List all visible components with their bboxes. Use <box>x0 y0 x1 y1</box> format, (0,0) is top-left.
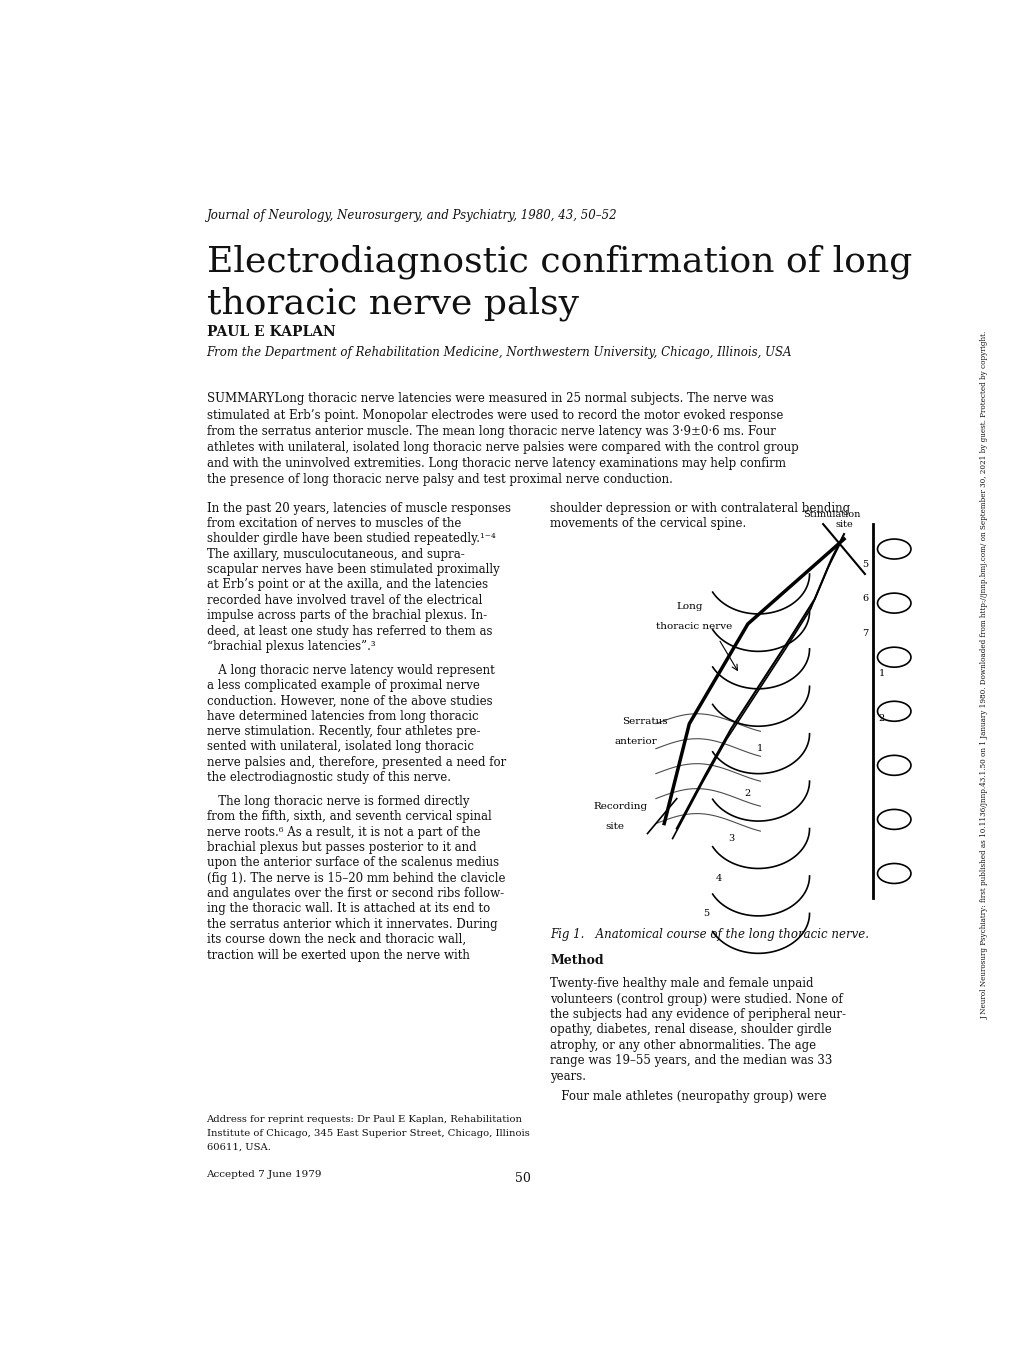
Text: Long thoracic nerve latencies were measured in 25 normal subjects. The nerve was: Long thoracic nerve latencies were measu… <box>267 393 773 406</box>
Text: 60611, USA.: 60611, USA. <box>206 1143 270 1152</box>
Text: shoulder depression or with contralateral bending: shoulder depression or with contralatera… <box>550 502 850 514</box>
Text: the serratus anterior which it innervates. During: the serratus anterior which it innervate… <box>206 917 496 931</box>
Text: Method: Method <box>550 955 603 967</box>
Text: Address for reprint requests: Dr Paul E Kaplan, Rehabilitation: Address for reprint requests: Dr Paul E … <box>206 1116 522 1125</box>
Text: 7: 7 <box>861 630 867 638</box>
Text: 3: 3 <box>728 834 734 843</box>
Text: impulse across parts of the brachial plexus. In-: impulse across parts of the brachial ple… <box>206 610 486 622</box>
Text: anterior: anterior <box>613 737 656 746</box>
Text: SUMMARY: SUMMARY <box>206 393 273 406</box>
Text: PAUL E KAPLAN: PAUL E KAPLAN <box>206 325 335 339</box>
Text: In the past 20 years, latencies of muscle responses: In the past 20 years, latencies of muscl… <box>206 502 511 514</box>
Text: thoracic nerve palsy: thoracic nerve palsy <box>206 286 578 321</box>
Text: its course down the neck and thoracic wall,: its course down the neck and thoracic wa… <box>206 934 466 946</box>
Text: 5: 5 <box>702 909 708 917</box>
Text: From the Department of Rehabilitation Medicine, Northwestern University, Chicago: From the Department of Rehabilitation Me… <box>206 345 792 359</box>
Text: at Erb’s point or at the axilla, and the latencies: at Erb’s point or at the axilla, and the… <box>206 579 487 591</box>
Text: 2: 2 <box>744 789 750 799</box>
Text: conduction. However, none of the above studies: conduction. However, none of the above s… <box>206 695 492 707</box>
Text: brachial plexus but passes posterior to it and: brachial plexus but passes posterior to … <box>206 840 476 854</box>
Text: range was 19–55 years, and the median was 33: range was 19–55 years, and the median wa… <box>550 1054 832 1067</box>
Text: a less complicated example of proximal nerve: a less complicated example of proximal n… <box>206 679 479 692</box>
Text: 6: 6 <box>861 595 867 603</box>
Text: years.: years. <box>550 1070 586 1082</box>
Text: Accepted 7 June 1979: Accepted 7 June 1979 <box>206 1171 322 1179</box>
Text: opathy, diabetes, renal disease, shoulder girdle: opathy, diabetes, renal disease, shoulde… <box>550 1024 832 1036</box>
Text: nerve palsies and, therefore, presented a need for: nerve palsies and, therefore, presented … <box>206 755 505 769</box>
Text: Twenty-five healthy male and female unpaid: Twenty-five healthy male and female unpa… <box>550 977 813 990</box>
Text: scapular nerves have been stimulated proximally: scapular nerves have been stimulated pro… <box>206 563 499 576</box>
Text: the electrodiagnostic study of this nerve.: the electrodiagnostic study of this nerv… <box>206 772 450 784</box>
Text: shoulder girdle have been studied repeatedly.¹⁻⁴: shoulder girdle have been studied repeat… <box>206 533 495 545</box>
Text: Long: Long <box>677 602 702 611</box>
Text: Recording: Recording <box>593 801 647 811</box>
Text: nerve stimulation. Recently, four athletes pre-: nerve stimulation. Recently, four athlet… <box>206 724 480 738</box>
Text: 1: 1 <box>877 669 883 679</box>
Text: Institute of Chicago, 345 East Superior Street, Chicago, Illinois: Institute of Chicago, 345 East Superior … <box>206 1129 529 1139</box>
Text: (fig 1). The nerve is 15–20 mm behind the clavicle: (fig 1). The nerve is 15–20 mm behind th… <box>206 871 504 885</box>
Text: from the fifth, sixth, and seventh cervical spinal: from the fifth, sixth, and seventh cervi… <box>206 811 491 823</box>
Text: have determined latencies from long thoracic: have determined latencies from long thor… <box>206 710 478 723</box>
Text: ing the thoracic wall. It is attached at its end to: ing the thoracic wall. It is attached at… <box>206 902 489 916</box>
Text: movements of the cervical spine.: movements of the cervical spine. <box>550 517 746 530</box>
Text: 1: 1 <box>756 745 763 753</box>
Text: upon the anterior surface of the scalenus medius: upon the anterior surface of the scalenu… <box>206 857 498 869</box>
Text: J Neurol Neurosurg Psychiatry: first published as 10.1136/jnnp.43.1.50 on 1 Janu: J Neurol Neurosurg Psychiatry: first pub… <box>979 331 987 1018</box>
Text: 2: 2 <box>877 714 883 723</box>
Text: Journal of Neurology, Neurosurgery, and Psychiatry, 1980, 43, 50–52: Journal of Neurology, Neurosurgery, and … <box>206 209 616 221</box>
Text: Stimulation: Stimulation <box>802 510 859 518</box>
Text: volunteers (control group) were studied. None of: volunteers (control group) were studied.… <box>550 993 843 1005</box>
Text: deed, at least one study has referred to them as: deed, at least one study has referred to… <box>206 625 491 638</box>
Text: A long thoracic nerve latency would represent: A long thoracic nerve latency would repr… <box>206 664 494 677</box>
Text: The axillary, musculocutaneous, and supra-: The axillary, musculocutaneous, and supr… <box>206 548 464 561</box>
Text: “brachial plexus latencies”.³: “brachial plexus latencies”.³ <box>206 639 375 653</box>
Text: 50: 50 <box>515 1171 530 1184</box>
Text: the presence of long thoracic nerve palsy and test proximal nerve conduction.: the presence of long thoracic nerve pals… <box>206 473 672 486</box>
Text: Electrodiagnostic confirmation of long: Electrodiagnostic confirmation of long <box>206 246 911 279</box>
Text: The long thoracic nerve is formed directly: The long thoracic nerve is formed direct… <box>206 795 469 808</box>
Text: site: site <box>835 519 852 529</box>
Text: Serratus: Serratus <box>622 716 667 726</box>
Text: and angulates over the first or second ribs follow-: and angulates over the first or second r… <box>206 888 503 900</box>
Text: from excitation of nerves to muscles of the: from excitation of nerves to muscles of … <box>206 517 461 530</box>
Text: atrophy, or any other abnormalities. The age: atrophy, or any other abnormalities. The… <box>550 1039 816 1052</box>
Text: the subjects had any evidence of peripheral neur-: the subjects had any evidence of periphe… <box>550 1008 846 1021</box>
Text: nerve roots.⁶ As a result, it is not a part of the: nerve roots.⁶ As a result, it is not a p… <box>206 826 480 839</box>
Text: Fig 1.   Anatomical course of the long thoracic nerve.: Fig 1. Anatomical course of the long tho… <box>550 928 868 942</box>
Text: thoracic nerve: thoracic nerve <box>655 622 732 631</box>
Text: and with the uninvolved extremities. Long thoracic nerve latency examinations ma: and with the uninvolved extremities. Lon… <box>206 457 785 469</box>
Text: stimulated at Erb’s point. Monopolar electrodes were used to record the motor ev: stimulated at Erb’s point. Monopolar ele… <box>206 409 783 422</box>
Text: Four male athletes (neuropathy group) were: Four male athletes (neuropathy group) we… <box>550 1090 826 1103</box>
Text: traction will be exerted upon the nerve with: traction will be exerted upon the nerve … <box>206 948 469 962</box>
Text: 4: 4 <box>714 874 721 884</box>
Text: site: site <box>605 822 624 831</box>
Text: sented with unilateral, isolated long thoracic: sented with unilateral, isolated long th… <box>206 741 473 754</box>
Text: recorded have involved travel of the electrical: recorded have involved travel of the ele… <box>206 594 481 607</box>
Text: 5: 5 <box>861 560 867 568</box>
Text: athletes with unilateral, isolated long thoracic nerve palsies were compared wit: athletes with unilateral, isolated long … <box>206 441 798 453</box>
Text: from the serratus anterior muscle. The mean long thoracic nerve latency was 3·9±: from the serratus anterior muscle. The m… <box>206 425 774 437</box>
